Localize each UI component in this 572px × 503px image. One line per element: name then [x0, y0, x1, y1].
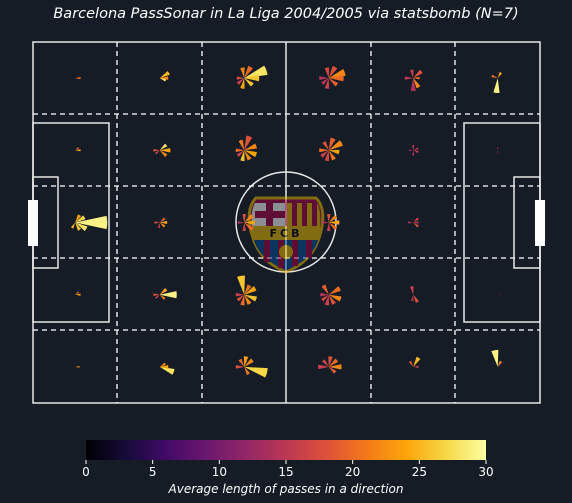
sonar-wedge	[236, 365, 245, 369]
colorbar-tick-label: 5	[149, 465, 157, 479]
sonar-wedge	[413, 147, 418, 150]
sonar-wedge	[413, 150, 418, 153]
sonar-wedge	[154, 221, 159, 223]
sonar-wedge	[410, 286, 414, 295]
sonar-wedge	[239, 359, 245, 367]
club-crest-logo: FCB	[249, 198, 323, 272]
sonar-wedge	[491, 75, 497, 78]
colorbar-tick-label: 0	[82, 465, 90, 479]
sonar-wedge	[413, 70, 422, 78]
colorbar: 0 5 10 15 20 25 30 Average length of passes in…	[82, 440, 493, 496]
sonar-wedge	[237, 275, 245, 294]
sonar-wedge	[412, 145, 414, 150]
sonar-wedge	[408, 221, 413, 223]
sonar-wedge	[413, 357, 420, 367]
colorbar-gradient	[86, 440, 486, 460]
sonar-wedge	[409, 361, 413, 367]
sonar-wedge	[498, 294, 500, 295]
sonar-wedge	[411, 78, 416, 91]
sonar-wedge	[329, 286, 341, 295]
sonar-wedge	[413, 295, 419, 303]
sonar-wedge	[238, 221, 244, 224]
sonar-wedge	[75, 216, 107, 229]
colorbar-ticks: 0 5 10 15 20 25 30	[82, 460, 493, 479]
sonar-wedge	[411, 295, 414, 301]
right-goal	[535, 200, 545, 246]
left-goal	[28, 200, 38, 246]
sonar-wedge	[325, 67, 329, 78]
colorbar-tick-label: 10	[212, 465, 227, 479]
sonar-wedge	[497, 150, 498, 153]
sonar-wedge	[158, 223, 160, 228]
sonar-wedge	[322, 221, 328, 224]
sonar-wedge	[239, 140, 245, 151]
colorbar-tick-label: 30	[478, 465, 493, 479]
sonar-wedge	[498, 361, 502, 367]
sonar-wedge	[498, 72, 502, 78]
colorbar-tick-label: 20	[345, 465, 360, 479]
sonar-wedge	[413, 366, 418, 368]
colorbar-tick-label: 25	[412, 465, 427, 479]
sonar-wedge	[75, 366, 79, 368]
right-penalty-box	[464, 123, 540, 322]
sonar-wedge	[412, 150, 414, 155]
colorbar-label: Average length of passes in a direction	[168, 482, 404, 496]
crest-text: FCB	[270, 227, 303, 240]
chart-title: Barcelona PassSonar in La Liga 2004/2005…	[53, 6, 518, 22]
sonar-wedge	[405, 76, 414, 80]
sonar-wedge	[410, 70, 414, 79]
sonar-wedge	[322, 285, 329, 295]
sonar-wedge	[322, 141, 328, 150]
sonar-wedge	[71, 223, 75, 229]
sonar-wedge	[240, 67, 244, 78]
sonar-wedge	[491, 350, 498, 367]
colorbar-tick-label: 15	[278, 465, 293, 479]
sonar-wedge	[493, 78, 499, 93]
sonar-wedge	[75, 77, 80, 79]
sonar-wedge	[409, 149, 413, 151]
sonar-wedge	[497, 147, 498, 150]
